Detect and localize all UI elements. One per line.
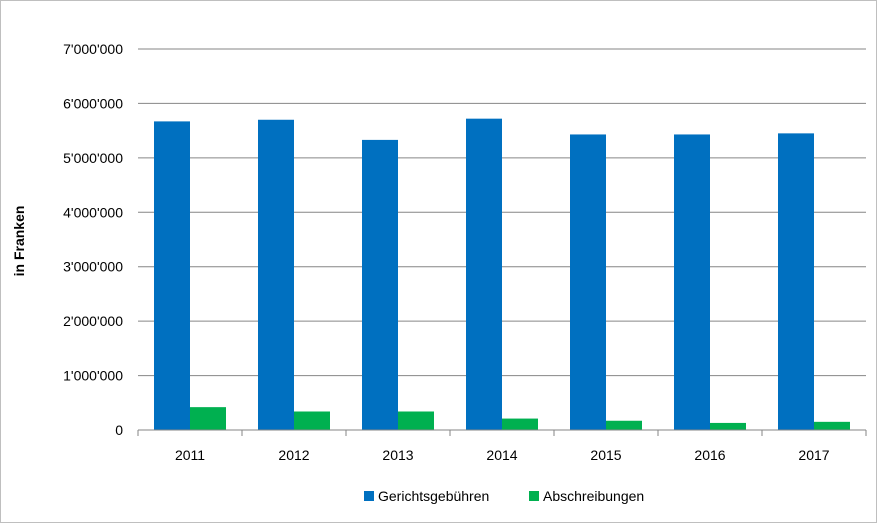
y-tick-label: 6'000'000 xyxy=(63,95,123,111)
bar-gerichtsgebuehren-2015 xyxy=(570,134,606,430)
bar-gerichtsgebuehren-2012 xyxy=(258,119,294,430)
bar-gerichtsgebuehren-2017 xyxy=(778,133,814,430)
legend-swatch-abschreibungen xyxy=(529,491,539,501)
bars xyxy=(154,118,850,430)
x-tick-label: 2013 xyxy=(382,447,413,463)
bar-abschreibungen-2015 xyxy=(606,420,642,430)
bar-gerichtsgebuehren-2016 xyxy=(674,134,710,430)
y-axis-title: in Franken xyxy=(11,206,27,277)
bar-gerichtsgebuehren-2013 xyxy=(362,139,398,430)
bar-abschreibungen-2012 xyxy=(294,411,330,430)
legend-swatch-gerichtsgebuehren xyxy=(364,491,374,501)
y-tick-label: 2'000'000 xyxy=(63,313,123,329)
y-tick-label: 7'000'000 xyxy=(63,41,123,57)
x-tick-label: 2011 xyxy=(175,447,205,463)
bar-abschreibungen-2013 xyxy=(398,411,434,430)
y-tick-label: 4'000'000 xyxy=(63,204,123,220)
x-tick-label: 2015 xyxy=(590,447,621,463)
y-tick-label: 5'000'000 xyxy=(63,150,123,166)
bar-gerichtsgebuehren-2014 xyxy=(466,118,502,430)
x-axis-ticks: 2011 2012 2013 2014 2015 2016 2017 xyxy=(175,447,830,463)
x-axis xyxy=(137,429,867,436)
y-tick-label: 0 xyxy=(115,422,123,438)
y-axis-ticks: 0 1'000'000 2'000'000 3'000'000 4'000'000 5'0… xyxy=(63,41,123,438)
x-tick-label: 2012 xyxy=(278,447,309,463)
y-tick-label: 1'000'000 xyxy=(63,368,123,384)
x-tick-label: 2016 xyxy=(694,447,725,463)
x-tick-label: 2017 xyxy=(798,447,829,463)
y-tick-label: 3'000'000 xyxy=(63,259,123,275)
bar-abschreibungen-2017 xyxy=(814,421,850,430)
bar-gerichtsgebuehren-2011 xyxy=(154,121,190,430)
legend: Gerichtsgebühren Abschreibungen xyxy=(364,488,644,504)
bar-abschreibungen-2011 xyxy=(190,407,226,430)
legend-label-gerichtsgebuehren: Gerichtsgebühren xyxy=(378,488,489,504)
legend-label-abschreibungen: Abschreibungen xyxy=(543,488,644,504)
x-tick-label: 2014 xyxy=(486,447,517,463)
bar-abschreibungen-2014 xyxy=(502,418,538,430)
bar-abschreibungen-2016 xyxy=(710,422,746,430)
